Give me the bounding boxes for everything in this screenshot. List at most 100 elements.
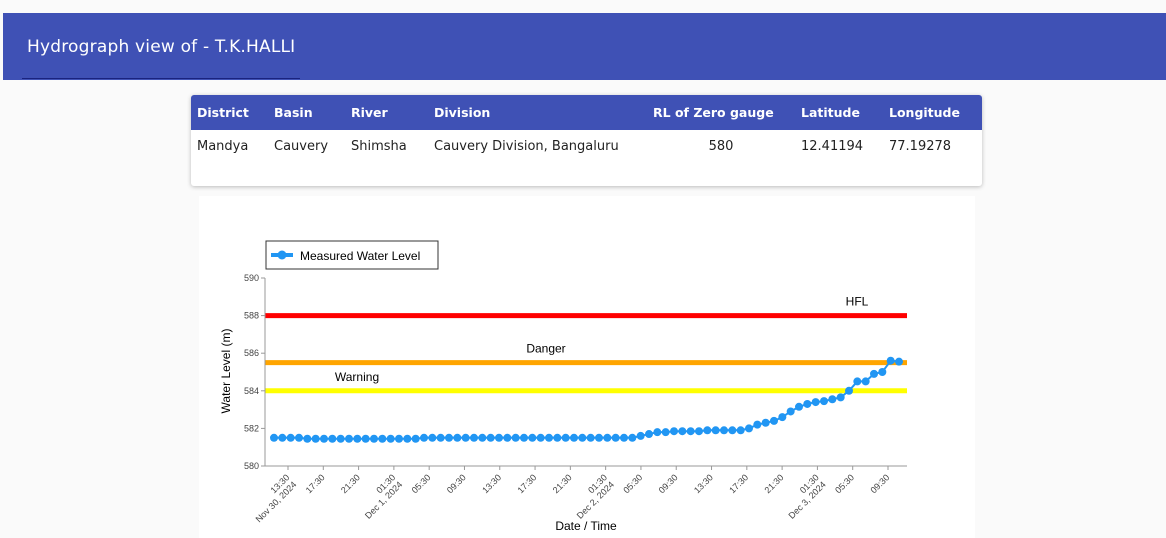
data-point: [545, 433, 553, 442]
x-tick-label: 09:30: [657, 472, 680, 495]
x-axis-title: Date / Time: [555, 519, 617, 533]
data-point: [870, 369, 878, 378]
data-point: [611, 433, 620, 442]
column-header-district: District: [197, 105, 249, 120]
data-point: [578, 433, 587, 442]
data-point: [778, 413, 787, 422]
x-tick-label: 01:30Dec 1, 2024: [356, 472, 404, 520]
data-point: [320, 434, 328, 443]
data-point: [603, 433, 612, 442]
legend-box: [265, 240, 439, 270]
cell-longitude: 77.19278: [889, 138, 952, 154]
data-point: [336, 434, 345, 443]
x-tick-label: 09:30: [445, 472, 468, 495]
data-point: [328, 434, 337, 443]
data-point: [403, 434, 412, 443]
x-tick-label: 13:30: [480, 472, 503, 495]
reference-label-warning: Warning: [335, 370, 379, 384]
data-point: [428, 433, 437, 442]
data-point: [503, 433, 512, 442]
data-point: [411, 434, 420, 443]
reference-label-hfl: HFL: [846, 295, 869, 309]
data-point: [286, 433, 295, 442]
data-point: [845, 386, 853, 395]
data-point: [595, 433, 603, 442]
x-tick-label: 01:30Dec 2, 2024: [568, 472, 616, 520]
x-tick-label: 21:30: [763, 472, 786, 495]
data-point: [586, 433, 595, 442]
column-header-division: Division: [434, 105, 491, 120]
x-tick-label: 21:30: [551, 472, 574, 495]
data-point: [728, 426, 737, 435]
data-point: [370, 434, 378, 443]
data-point: [395, 434, 403, 443]
data-point: [570, 433, 578, 442]
column-header-longitude: Longitude: [889, 105, 960, 120]
x-tick-label: 17:30: [304, 472, 327, 495]
cell-basin: Cauvery: [274, 138, 329, 154]
data-point: [770, 416, 778, 425]
title-underline: [22, 78, 300, 79]
data-point: [303, 434, 312, 443]
page-title: Hydrograph view of - T.K.HALLI: [27, 37, 296, 57]
y-tick-label: 590: [244, 273, 259, 283]
data-point: [436, 433, 445, 442]
data-point: [761, 418, 770, 427]
data-point: [820, 397, 828, 406]
y-tick-label: 580: [244, 461, 259, 471]
legend-swatch-marker: [277, 250, 287, 260]
data-point: [536, 433, 545, 442]
data-point: [361, 434, 370, 443]
y-tick-label: 586: [244, 348, 259, 358]
data-point: [511, 433, 520, 442]
data-point: [528, 433, 537, 442]
y-axis-title: Water Level (m): [219, 329, 233, 414]
column-header-rl-zero-gauge: RL of Zero gauge: [653, 105, 774, 120]
data-point: [378, 434, 387, 443]
data-point: [386, 434, 395, 443]
column-header-river: River: [351, 105, 388, 120]
hydrograph-chart: HFL Danger Warning 580 582 584 586 588 590 13:30…: [219, 240, 907, 533]
data-point: [653, 428, 662, 437]
data-point: [736, 426, 745, 435]
data-point: [803, 399, 812, 408]
data-point: [753, 420, 762, 429]
data-point: [678, 427, 687, 436]
column-header-latitude: Latitude: [801, 105, 860, 120]
x-tick-label: 21:30: [339, 472, 362, 495]
data-point: [620, 433, 628, 442]
data-point: [795, 402, 803, 411]
legend-label: Measured Water Level: [300, 249, 420, 263]
x-tick-label: 05:30: [621, 472, 644, 495]
x-tick-label: 13:30: [692, 472, 715, 495]
series-line: [274, 359, 900, 440]
station-info-table: District Basin River Division RL of Zero…: [191, 95, 982, 162]
data-point: [628, 433, 637, 442]
data-point: [470, 433, 478, 442]
data-point: [828, 395, 837, 404]
data-point: [878, 368, 887, 376]
data-point: [445, 433, 453, 442]
data-point: [311, 434, 320, 443]
data-point: [295, 433, 303, 442]
x-tick-label: 09:30: [868, 472, 891, 495]
cell-rl-zero-gauge: 580: [708, 138, 734, 154]
data-point: [661, 428, 670, 437]
data-point: [353, 434, 362, 443]
x-tick-label: 01:30Dec 3, 2024: [779, 472, 827, 520]
data-point: [520, 433, 528, 442]
y-tick-label: 584: [244, 386, 259, 396]
x-tick-label: 05:30: [833, 472, 856, 495]
data-point: [686, 427, 695, 436]
data-point: [645, 430, 653, 439]
app-bar: Hydrograph view of - T.K.HALLI: [3, 13, 1166, 80]
data-point: [345, 434, 353, 443]
data-point: [278, 433, 287, 442]
data-point: [495, 433, 503, 442]
y-tick-label: 588: [244, 311, 259, 321]
data-point: [486, 433, 495, 442]
data-point: [420, 433, 428, 442]
chart-card: HFL Danger Warning 580 582 584 586 588 590 13:30…: [199, 196, 975, 538]
data-point: [553, 433, 562, 442]
cell-division: Cauvery Division, Bangaluru: [434, 138, 619, 154]
